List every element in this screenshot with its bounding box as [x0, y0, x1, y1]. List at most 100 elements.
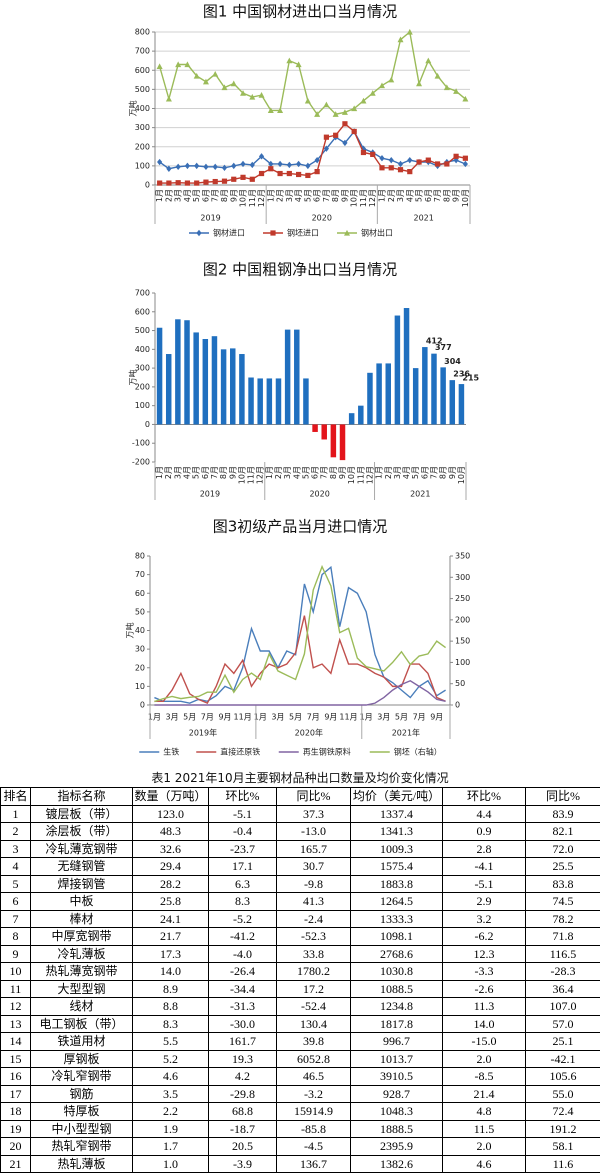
marker	[231, 163, 236, 169]
table-cell: 32.6	[133, 840, 209, 858]
x-tick-label: 6月	[201, 189, 210, 202]
table-cell: 1.9	[133, 1120, 209, 1138]
y-tick-label: -200	[132, 458, 150, 467]
table-cell: 20	[1, 1138, 31, 1156]
marker	[213, 164, 218, 170]
table-cell: 46.5	[277, 1068, 351, 1086]
table-cell: 4.6	[133, 1068, 209, 1086]
table-cell: -2.4	[277, 910, 351, 928]
table-cell: 36.4	[526, 980, 600, 998]
table-cell: 线材	[31, 998, 133, 1016]
bar	[340, 424, 345, 460]
table-cell: 2.8	[443, 840, 526, 858]
bar	[376, 363, 381, 424]
marker	[361, 150, 366, 155]
y-tick-label: 80	[135, 552, 145, 561]
table-cell: 电工钢板（带）	[31, 1015, 133, 1033]
x-tick-label: 3月	[393, 466, 402, 479]
table-cell: 15914.9	[277, 1103, 351, 1121]
marker	[166, 166, 171, 172]
table-cell: 1883.8	[351, 875, 443, 893]
table-cell: -5.1	[209, 805, 277, 823]
table-cell: 7	[1, 910, 31, 928]
x-tick-label: 3月	[283, 466, 292, 479]
x-tick-label: 5月	[192, 189, 201, 202]
chart-title: 图2 中国粗钢净出口当月情况	[203, 261, 397, 279]
y2-tick-label: 150	[455, 637, 470, 646]
x-tick-label: 9月	[452, 189, 461, 202]
bar	[285, 330, 290, 425]
table-cell: 2	[1, 823, 31, 841]
legend-label: 钢坯进口	[287, 228, 319, 238]
table-cell: -9.8	[277, 875, 351, 893]
table-cell: 镀层板（带）	[31, 805, 133, 823]
table-cell: 107.0	[526, 998, 600, 1016]
table-cell: 2.0	[443, 1138, 526, 1156]
x-tick-label: 3月	[285, 189, 294, 202]
table-cell: 5.2	[133, 1050, 209, 1068]
y-axis-label: 万吨	[128, 101, 138, 117]
table-cell: 11	[1, 980, 31, 998]
x-tick-label: 3月	[396, 189, 405, 202]
x-tick-label: 7月	[307, 713, 320, 722]
table-cell: 冷轧薄板	[31, 945, 133, 963]
marker	[388, 77, 394, 83]
table-cell: 铁道用材	[31, 1033, 133, 1051]
table-cell: 72.0	[526, 840, 600, 858]
marker	[157, 63, 163, 69]
table-cell: -29.8	[209, 1085, 277, 1103]
x-tick-label: 4月	[183, 466, 192, 479]
marker	[416, 81, 422, 87]
marker	[240, 175, 245, 180]
marker	[203, 164, 208, 170]
x-tick-label: 11月	[247, 466, 256, 484]
x-tick-label: 9月	[229, 189, 238, 202]
table-cell: -0.4	[209, 823, 277, 841]
x-tick-label: 1月	[266, 189, 275, 202]
bar	[175, 319, 180, 424]
marker	[176, 180, 181, 185]
x-tick-label: 11月	[356, 466, 365, 484]
table-header: 排名指标名称数量（万吨）环比%同比%均价（美元/吨）环比%同比%	[1, 788, 600, 806]
table-cell: 4	[1, 858, 31, 876]
y-axis-label: 万吨	[125, 623, 135, 639]
y-tick-label: 10	[135, 682, 145, 691]
legend-label: 再生钢铁原料	[303, 747, 351, 757]
year-label: 2021年	[392, 728, 420, 738]
bar	[239, 354, 244, 424]
table-cell: 19	[1, 1120, 31, 1138]
y2-tick-label: 350	[455, 552, 470, 561]
marker	[333, 133, 338, 138]
x-tick-label: 7月	[413, 713, 426, 722]
marker	[296, 172, 301, 177]
table-cell: -4.0	[209, 945, 277, 963]
marker	[231, 177, 236, 182]
bar	[221, 349, 226, 424]
table-cell: 82.1	[526, 823, 600, 841]
marker	[286, 58, 292, 64]
marker	[426, 158, 431, 163]
bar	[267, 378, 272, 424]
marker	[277, 171, 282, 176]
table-cell: 71.8	[526, 928, 600, 946]
bar	[422, 347, 427, 424]
table-cell: 大型型钢	[31, 980, 133, 998]
table-cell: -41.2	[209, 928, 277, 946]
y-tick-label: -100	[132, 439, 150, 448]
marker	[379, 165, 384, 170]
x-tick-label: 8月	[219, 466, 228, 479]
table-cell: 14.0	[133, 963, 209, 981]
chart-title: 图1 中国钢材进出口当月情况	[203, 3, 397, 21]
x-tick-label: 7月	[322, 189, 331, 202]
table-cell: 25.1	[526, 1033, 600, 1051]
table-cell: -23.7	[209, 840, 277, 858]
